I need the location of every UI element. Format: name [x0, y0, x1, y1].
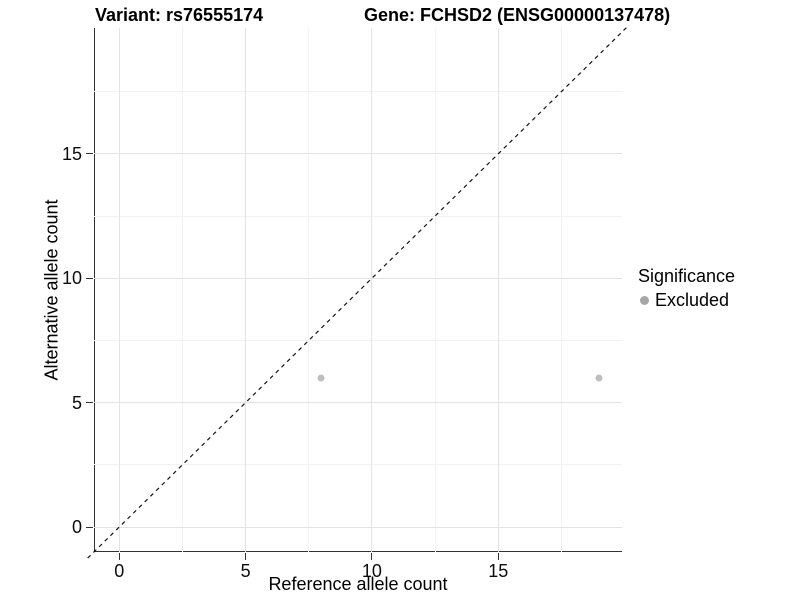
grid-line-x-minor — [560, 28, 562, 552]
grid-line-y-minor — [94, 339, 622, 341]
legend-key-dot-icon — [640, 295, 649, 305]
y-axis-tick — [86, 277, 93, 279]
y-axis-title: Alternative allele count — [41, 199, 62, 381]
x-tick-label: 10 — [361, 561, 382, 581]
y-axis-tick — [86, 153, 93, 155]
grid-line-y-major — [94, 402, 622, 404]
x-tick-label: 15 — [488, 561, 509, 581]
y-axis-tick — [86, 402, 93, 404]
grid-line-x-major — [497, 28, 499, 552]
y-tick-label: 10 — [61, 268, 82, 289]
grid-line-y-major — [94, 153, 622, 155]
data-point — [595, 374, 603, 382]
legend-title: Significance — [638, 266, 736, 286]
legend-item: Excluded — [638, 290, 735, 310]
grid-line-x-minor — [308, 28, 310, 552]
data-point — [317, 374, 325, 382]
x-axis-title: Reference allele count — [268, 574, 448, 594]
grid-line-y-major — [94, 277, 622, 279]
grid-line-x-major — [245, 28, 247, 552]
grid-line-y-minor — [94, 464, 622, 466]
grid-line-y-major — [94, 526, 622, 528]
y-tick-label: 5 — [71, 392, 82, 413]
x-axis-tick — [497, 553, 499, 560]
legend-items: Excluded — [638, 290, 735, 310]
y-axis-tick — [86, 526, 93, 528]
grid-line-x-minor — [181, 28, 183, 552]
x-tick-label: 0 — [114, 561, 125, 581]
plot-title-variant: Variant: rs76555174 — [95, 5, 264, 25]
grid-line-y-minor — [94, 91, 622, 93]
grid-line-y-minor — [94, 215, 622, 217]
grid-line-x-major — [118, 28, 120, 552]
grid-line-x-major — [371, 28, 373, 552]
y-tick-label: 0 — [71, 517, 82, 537]
y-tick-label: 15 — [61, 143, 82, 164]
legend-item-label: Excluded — [655, 290, 730, 310]
x-axis-tick — [371, 553, 373, 560]
x-tick-label: 5 — [240, 561, 251, 581]
plot-title-gene: Gene: FCHSD2 (ENSG00000137478) — [364, 5, 671, 25]
grid-line-x-minor — [434, 28, 436, 552]
x-axis-tick — [245, 553, 247, 560]
legend: Significance Excluded — [638, 265, 735, 310]
x-axis-tick — [118, 553, 120, 560]
